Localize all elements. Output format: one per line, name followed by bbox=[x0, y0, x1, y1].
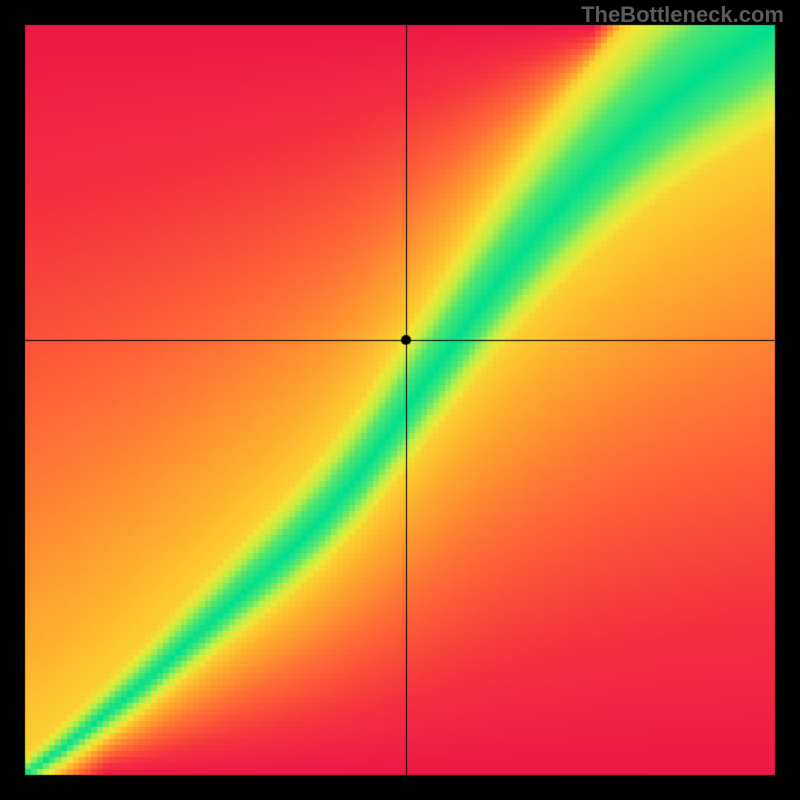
bottleneck-heatmap bbox=[0, 0, 800, 800]
watermark-text: TheBottleneck.com bbox=[581, 2, 784, 28]
